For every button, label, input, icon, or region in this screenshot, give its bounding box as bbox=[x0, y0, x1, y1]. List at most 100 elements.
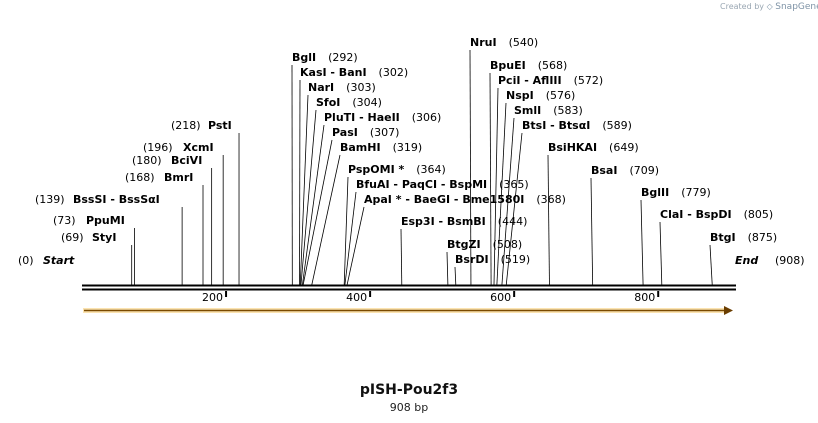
site-position: (303) bbox=[346, 81, 376, 94]
site-position: (365) bbox=[499, 178, 529, 191]
site-name[interactable]: BglI bbox=[292, 51, 316, 64]
end-labels: (0) Start End (908) bbox=[18, 254, 805, 267]
site-name[interactable]: SfoI bbox=[316, 96, 340, 109]
start-pos: (0) bbox=[18, 254, 34, 267]
site-position: (306) bbox=[412, 111, 442, 124]
backbone bbox=[82, 284, 736, 291]
site-name[interactable]: XcmI bbox=[183, 141, 214, 154]
snapgene-logo-icon: ◇ bbox=[766, 2, 773, 11]
site-position: (168) bbox=[125, 171, 155, 184]
site-position: (139) bbox=[35, 193, 65, 206]
site-line bbox=[346, 206, 365, 286]
site-name[interactable]: BssSI - BssSαI bbox=[73, 193, 160, 206]
site-line bbox=[496, 102, 507, 286]
site-position: (364) bbox=[416, 163, 446, 176]
site-line bbox=[311, 154, 341, 286]
site-name[interactable]: BsrDI bbox=[455, 253, 489, 266]
feature-orf bbox=[83, 306, 733, 315]
site-name[interactable]: PciI - AflIII bbox=[498, 74, 562, 87]
site-name[interactable]: BfuAI - PaqCI - BspMI bbox=[356, 178, 487, 191]
site-name[interactable]: PluTI - HaeII bbox=[324, 111, 400, 124]
site-line bbox=[299, 94, 309, 286]
site-position: (805) bbox=[744, 208, 774, 221]
site-line bbox=[469, 49, 472, 286]
site-position: (69) bbox=[61, 231, 84, 244]
plasmid-length: 908 bp bbox=[389, 401, 429, 414]
site-name[interactable]: ClaI - BspDI bbox=[660, 208, 732, 221]
site-position: (540) bbox=[509, 36, 539, 49]
site-name[interactable]: NruI bbox=[470, 36, 497, 49]
site-name[interactable]: BsiHKAI bbox=[548, 141, 597, 154]
site-name[interactable]: PstI bbox=[208, 119, 232, 132]
end-pos: (908) bbox=[775, 254, 805, 267]
site-name[interactable]: PpuMI bbox=[86, 214, 125, 227]
site-position: (649) bbox=[609, 141, 639, 154]
site-line bbox=[302, 124, 325, 286]
site-name[interactable]: BtgZI bbox=[447, 238, 481, 251]
site-line bbox=[400, 228, 403, 286]
site-name[interactable]: ApaI * - BaeGI - Bme1580I bbox=[364, 193, 524, 206]
site-name[interactable]: StyI bbox=[92, 231, 116, 244]
credit-text: Created by bbox=[720, 2, 765, 11]
site-line bbox=[454, 266, 457, 286]
site-name[interactable]: BamHI bbox=[340, 141, 381, 154]
orf-arrowhead bbox=[724, 306, 733, 315]
site-position: (180) bbox=[132, 154, 162, 167]
site-line bbox=[489, 72, 492, 286]
site-name[interactable]: KasI - BanI bbox=[300, 66, 367, 79]
site-position: (568) bbox=[538, 59, 568, 72]
site-position: (319) bbox=[393, 141, 423, 154]
end-label: End bbox=[735, 254, 758, 267]
site-line bbox=[640, 199, 644, 286]
ruler: 200 400 600 800 bbox=[202, 291, 660, 304]
site-name[interactable]: BsaI bbox=[591, 164, 617, 177]
site-line bbox=[446, 251, 449, 286]
site-position: (589) bbox=[602, 119, 632, 132]
site-position: (73) bbox=[53, 214, 76, 227]
restriction-sites: (69) StyI (73) PpuMI (139) BssSI - BssSαI (168… bbox=[35, 36, 778, 286]
site-position: (875) bbox=[748, 231, 778, 244]
site-line bbox=[344, 191, 357, 286]
site-line bbox=[659, 221, 663, 286]
site-position: (779) bbox=[681, 186, 711, 199]
site-position: (218) bbox=[171, 119, 201, 132]
site-position: (302) bbox=[379, 66, 409, 79]
site-position: (304) bbox=[352, 96, 382, 109]
ruler-label: 200 bbox=[202, 291, 223, 304]
site-line bbox=[590, 177, 594, 286]
site-name[interactable]: BglII bbox=[641, 186, 669, 199]
site-line bbox=[343, 176, 349, 286]
start-label: Start bbox=[43, 254, 75, 267]
site-line bbox=[302, 139, 333, 286]
site-line bbox=[501, 117, 515, 286]
site-name[interactable]: PspOMI * bbox=[348, 163, 405, 176]
plasmid-name: pISH-Pou2f3 bbox=[359, 382, 459, 398]
site-line bbox=[493, 87, 499, 286]
site-position: (292) bbox=[328, 51, 358, 64]
site-position: (709) bbox=[629, 164, 659, 177]
site-name[interactable]: PasI bbox=[332, 126, 358, 139]
site-line bbox=[709, 244, 713, 286]
site-position: (583) bbox=[553, 104, 583, 117]
site-position: (508) bbox=[493, 238, 523, 251]
ruler-label: 600 bbox=[490, 291, 511, 304]
site-position: (519) bbox=[501, 253, 531, 266]
site-name[interactable]: BpuEI bbox=[490, 59, 526, 72]
site-position: (572) bbox=[574, 74, 604, 87]
site-line bbox=[505, 132, 523, 286]
site-name[interactable]: BmrI bbox=[164, 171, 193, 184]
site-name[interactable]: BtgI bbox=[710, 231, 736, 244]
site-name[interactable]: BciVI bbox=[171, 154, 202, 167]
site-name[interactable]: SmlI bbox=[514, 104, 541, 117]
site-name[interactable]: Esp3I - BsmBI bbox=[401, 215, 486, 228]
site-name[interactable]: NspI bbox=[506, 89, 534, 102]
site-position: (368) bbox=[536, 193, 566, 206]
ruler-label: 800 bbox=[634, 291, 655, 304]
site-line bbox=[547, 154, 550, 286]
credit-brand: SnapGene bbox=[775, 2, 818, 12]
site-position: (196) bbox=[143, 141, 173, 154]
site-line bbox=[300, 109, 317, 286]
site-name[interactable]: BtsI - BtsαI bbox=[522, 119, 590, 132]
site-name[interactable]: NarI bbox=[308, 81, 334, 94]
